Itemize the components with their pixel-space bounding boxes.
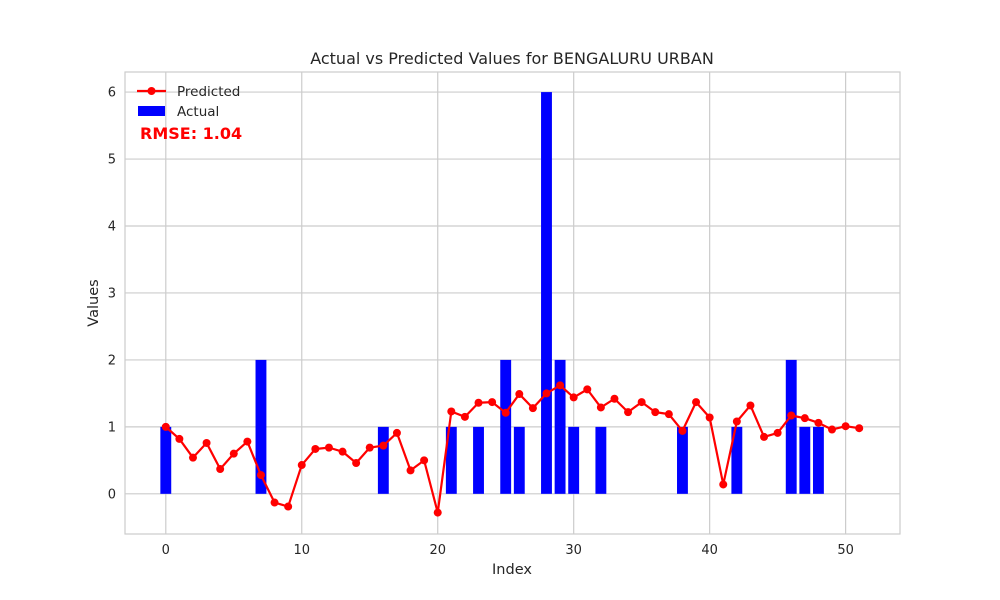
x-tick-label: 0	[162, 543, 170, 558]
predicted-point	[760, 432, 769, 441]
x-tick-label: 30	[565, 543, 582, 558]
x-tick-label: 10	[293, 543, 310, 558]
predicted-point	[188, 453, 197, 462]
bar-actual	[541, 92, 552, 494]
predicted-point	[311, 444, 320, 453]
chart-title: Actual vs Predicted Values for BENGALURU…	[310, 49, 714, 68]
predicted-point	[161, 422, 170, 431]
predicted-point	[828, 425, 837, 434]
predicted-point	[243, 437, 252, 446]
legend-actual-swatch	[138, 106, 165, 116]
y-tick-label: 5	[108, 153, 116, 168]
predicted-point	[392, 428, 401, 437]
y-tick-labels: 0 1 2 3 4 5 6	[108, 86, 116, 503]
bar-actual	[812, 426, 824, 494]
bar-actual	[255, 359, 267, 494]
predicted-point	[664, 410, 673, 419]
predicted-point	[284, 502, 293, 511]
predicted-point	[719, 480, 728, 489]
line-series-predicted	[161, 381, 864, 517]
bar-actual	[799, 426, 811, 494]
legend-predicted-marker	[147, 87, 156, 95]
bar-actual	[731, 426, 743, 494]
predicted-point	[800, 414, 809, 423]
predicted-point	[678, 426, 687, 435]
grid	[125, 72, 900, 534]
predicted-point	[433, 508, 442, 517]
bar-actual	[473, 426, 484, 494]
bar-actual	[377, 426, 389, 494]
bar-actual	[513, 426, 525, 494]
predicted-point	[773, 428, 782, 437]
x-tick-label: 40	[701, 543, 718, 558]
predicted-point	[556, 381, 565, 390]
y-tick-label: 6	[108, 86, 116, 101]
predicted-point	[488, 398, 497, 407]
predicted-point	[746, 401, 755, 410]
predicted-point	[501, 408, 510, 417]
y-tick-label: 0	[108, 487, 116, 502]
y-axis-label: Values	[86, 279, 102, 326]
y-tick-label: 3	[108, 286, 116, 301]
predicted-point	[297, 461, 306, 470]
predicted-point	[175, 434, 184, 443]
predicted-point	[787, 411, 796, 420]
predicted-point	[624, 408, 633, 417]
y-tick-label: 1	[108, 420, 116, 435]
predicted-point	[216, 465, 225, 474]
x-axis-label: Index	[492, 562, 532, 578]
bar-actual	[785, 359, 797, 494]
predicted-point	[705, 413, 714, 422]
predicted-point	[637, 398, 646, 407]
predicted-point	[528, 404, 537, 413]
predicted-point	[596, 403, 605, 412]
predicted-point	[202, 438, 211, 447]
bar-actual	[160, 426, 172, 494]
predicted-point	[270, 498, 279, 507]
predicted-point	[841, 422, 850, 431]
predicted-point	[610, 394, 619, 403]
legend-predicted-label: Predicted	[177, 84, 240, 100]
predicted-point	[352, 459, 361, 468]
x-tick-label: 20	[429, 543, 446, 558]
predicted-point	[379, 441, 388, 450]
y-tick-label: 2	[108, 353, 116, 368]
predicted-point	[365, 443, 374, 452]
bar-actual	[554, 359, 566, 494]
predicted-point	[583, 385, 592, 394]
x-tick-label: 50	[837, 543, 854, 558]
predicted-point	[651, 408, 660, 417]
predicted-point	[814, 418, 823, 427]
plot-frame	[124, 71, 901, 535]
legend: Predicted Actual	[137, 84, 240, 120]
bar-actual	[500, 359, 512, 494]
predicted-point	[692, 398, 701, 407]
predicted-point	[256, 471, 265, 480]
predicted-point	[569, 393, 578, 402]
predicted-point	[732, 417, 741, 426]
x-tick-labels: 0 10 20 30 40 50	[162, 543, 854, 558]
predicted-point	[460, 412, 469, 421]
predicted-point	[420, 456, 429, 465]
predicted-point	[406, 466, 415, 475]
predicted-point	[542, 389, 551, 398]
bar-series-actual	[160, 92, 824, 494]
rmse-annotation: RMSE: 1.04	[140, 124, 242, 143]
predicted-point	[515, 390, 524, 399]
predicted-point	[338, 447, 347, 456]
predicted-point	[229, 449, 238, 458]
legend-actual-label: Actual	[177, 104, 219, 120]
predicted-point	[855, 424, 864, 433]
predicted-point	[447, 407, 456, 416]
bar-actual	[677, 426, 688, 494]
bar-actual	[595, 426, 607, 494]
bar-actual	[568, 426, 580, 494]
bar-actual	[445, 426, 457, 494]
predicted-point	[324, 443, 333, 452]
predicted-point	[474, 398, 483, 407]
predicted-line	[165, 384, 860, 514]
y-tick-label: 4	[108, 220, 116, 235]
